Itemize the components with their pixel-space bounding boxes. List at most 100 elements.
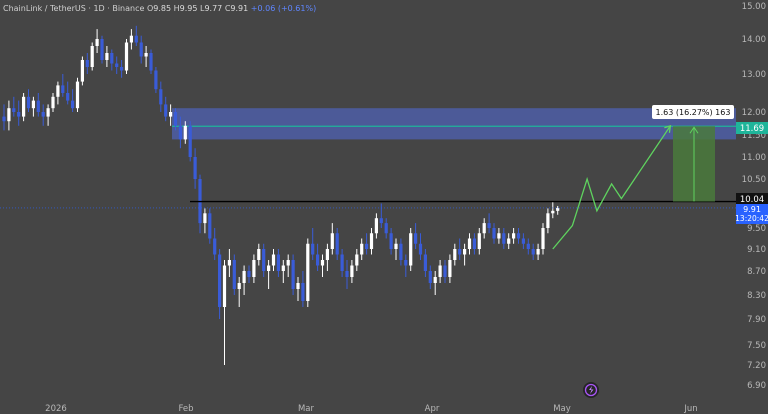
candle-body [487, 223, 491, 228]
candle-body [389, 233, 393, 249]
candle-body [463, 249, 467, 255]
drawings[interactable] [0, 124, 736, 250]
candle-body [75, 81, 80, 109]
candle-body [183, 125, 187, 140]
candle-body [360, 243, 364, 255]
candle-body [129, 35, 133, 43]
candle-body [428, 271, 432, 283]
candle-body [173, 112, 178, 126]
candle-body [262, 249, 266, 271]
candle-body [61, 85, 65, 93]
svg-text:10.04: 10.04 [740, 195, 764, 205]
candle-body [443, 265, 447, 277]
low-value: 9.77 [204, 4, 223, 13]
time-tick: May [553, 404, 571, 414]
candle-body [203, 213, 207, 224]
candle-body [365, 243, 369, 249]
candle-body [311, 243, 315, 255]
candle-body [350, 265, 354, 277]
candle-body [31, 100, 35, 109]
candle-body [154, 70, 158, 90]
candle-body [512, 233, 516, 239]
candle-body [41, 112, 45, 117]
candle-body [213, 238, 217, 255]
candle-body [222, 265, 227, 307]
candle-body [418, 243, 423, 255]
projection-path [552, 125, 671, 250]
candle-body [169, 112, 173, 117]
last-price-label: 9.91 13:20:42 [735, 204, 768, 224]
candle-body [369, 233, 374, 249]
candle-body [80, 60, 84, 82]
indicator-bolt-icon[interactable] [583, 382, 599, 398]
candle-body [188, 125, 192, 157]
candle-body [85, 60, 89, 67]
candle-body [335, 233, 339, 255]
candle-body [271, 254, 276, 266]
candle-body [95, 39, 99, 46]
open-value: 9.85 [153, 4, 172, 13]
resistance-price-label: 10.04 [736, 193, 768, 205]
time-tick: Feb [178, 404, 193, 414]
candle-body [90, 46, 94, 67]
time-tick: Jun [683, 404, 697, 414]
candle-body [144, 53, 148, 57]
price-tick: 6.90 [747, 381, 766, 391]
candle-body [296, 283, 300, 289]
candle-body [276, 254, 280, 271]
candle-body [423, 254, 427, 271]
candle-body [193, 157, 197, 179]
supply-zone[interactable] [172, 108, 736, 140]
candle-body [124, 42, 129, 71]
candle-body [521, 238, 525, 244]
candle-body [414, 233, 418, 244]
candle-body [22, 96, 26, 117]
measure-text: 1.63 (16.27%) 163 [656, 108, 731, 117]
candle-body [218, 254, 222, 307]
candle-body [56, 85, 60, 97]
candle-body [482, 223, 486, 234]
price-tick: 11.50 [742, 131, 766, 141]
time-axis[interactable]: 2026 Feb Mar Apr May Jun [45, 404, 697, 414]
candle-body [178, 125, 182, 140]
candle-body [379, 218, 383, 224]
time-tick: Mar [298, 404, 315, 414]
svg-text:11.69: 11.69 [740, 124, 764, 134]
candle-body [453, 249, 457, 260]
price-tick: 7.20 [747, 361, 766, 371]
candle-body [541, 228, 545, 249]
target-price-label: 11.69 [736, 122, 768, 134]
candle-body [502, 233, 506, 244]
candle-body [267, 265, 271, 271]
price-axis[interactable]: 15.00 14.00 13.00 12.00 11.50 11.00 10.50 9.50 9… [742, 2, 766, 391]
price-tick: 9.50 [747, 224, 766, 234]
close-value: 9.91 [230, 4, 249, 13]
candle-body [355, 254, 359, 266]
candle-body [531, 249, 535, 255]
candle-body [139, 42, 143, 57]
candle-body [281, 265, 285, 271]
price-tick: 8.70 [747, 267, 766, 277]
candle-body [134, 35, 138, 43]
candle-body [232, 260, 236, 289]
price-tick: 8.30 [747, 291, 766, 301]
candle-body [100, 39, 104, 60]
candle-body [252, 260, 256, 277]
price-tick: 7.90 [747, 315, 766, 325]
candle-body [433, 277, 437, 283]
candle-body [345, 271, 349, 277]
svg-text:9.91: 9.91 [743, 205, 761, 214]
candle-body [12, 108, 16, 112]
candle-body [26, 96, 31, 109]
candle-body [399, 243, 403, 260]
time-tick: Apr [425, 404, 440, 414]
price-tick: 11.00 [742, 153, 766, 163]
candle-body [477, 233, 481, 249]
candle-body [36, 100, 40, 112]
candle-body [7, 108, 11, 122]
high-value: 9.95 [179, 4, 198, 13]
candle-body [2, 116, 6, 122]
svg-text:13:20:42: 13:20:42 [735, 214, 768, 223]
candle-body [320, 260, 325, 266]
